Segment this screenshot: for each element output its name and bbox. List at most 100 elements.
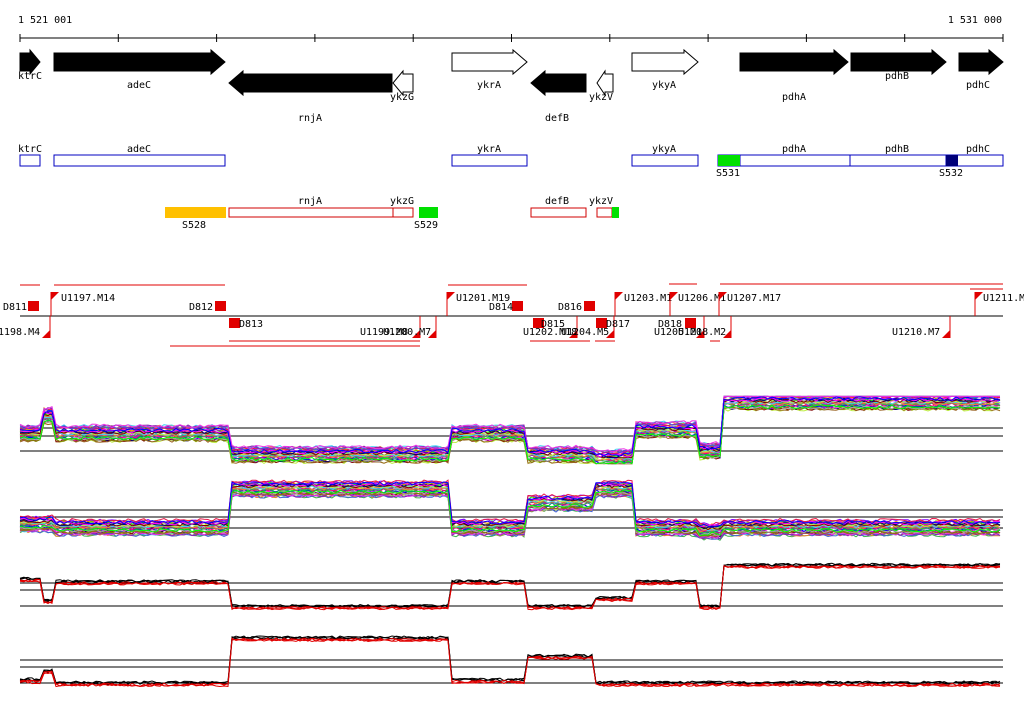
plus-operon-box-adec [53,154,226,167]
segment-box [215,301,226,311]
gene-arrow-pdhc [958,48,1004,76]
profile-curve [19,395,1000,453]
profile-curve [19,635,1001,685]
sigma-label-s528: S528 [182,220,206,231]
segment-box [685,318,696,328]
profile-curve [19,479,1001,526]
gene-arrow-ykzg [392,69,414,97]
minus-operon-label-defb: defB [545,196,569,207]
plus-operon-box-pdhb [849,154,947,167]
profile-curve [19,404,1001,465]
segment-flag [615,292,623,300]
gene-arrow-defb [530,69,587,97]
plus-operon-box-ykya [631,154,699,167]
profile-panel-4 [19,635,1003,688]
segment-flag [606,330,614,338]
segment-box [229,318,240,328]
segment-box [28,301,39,311]
gene-label-adec: adeC [127,80,151,91]
profile-curve [19,565,1000,611]
expression-profiles [19,395,1003,688]
profile-curve [19,488,1001,534]
segment-label-bottom-8: D818 [658,319,682,330]
sigma-site-s532 [946,155,958,166]
segment-box [512,301,523,311]
profile-curve [19,563,1001,609]
profile-curve [19,564,1001,610]
minus-operon-box-ykzv [596,207,613,218]
sigma-site-s529 [419,207,438,218]
segment-flag [51,292,59,300]
segment-flag [723,330,731,338]
segment-flag [696,330,704,338]
plus-strand-operon-track: ktrC adeC ykrA ykyA pdhA pdhB pdhC S531 S532 [18,144,1004,179]
profile-curve [19,489,1001,536]
segment-label-top-9: U1211.M [983,293,1024,304]
minus-operon-label-rnja: rnjA [298,196,322,207]
segment-flag [569,330,577,338]
segment-flag [719,292,727,300]
plus-operon-label-pdhb: pdhB [885,144,909,155]
segment-flag [428,330,436,338]
sigma-label-s529: S529 [414,220,438,231]
segment-label-top-7: U1206.M1 [678,293,726,304]
gene-label-pdha: pdhA [782,92,806,103]
segment-flag [42,330,50,338]
gene-label-rnja: rnjA [298,113,322,124]
gene-arrow-pdha [739,48,849,76]
segment-label-top-4: D814 [489,302,513,313]
gene-label-pdhb: pdhB [885,71,909,82]
segment-box [596,318,607,328]
sigma-site-minor [612,207,619,218]
plus-operon-label-ktrc: ktrC [18,144,42,155]
minus-strand-operon-track: rnjA ykzG defB ykzV S528 S529 [165,196,619,231]
segment-label-bottom-11: U1210.M7 [892,327,940,338]
segment-label-top-6: U1203.M1 [624,293,672,304]
segment-label-top-2: D812 [189,302,213,313]
plus-operon-label-adec: adeC [127,144,151,155]
segment-flag [942,330,950,338]
gene-label-pdhc: pdhC [966,80,990,91]
profile-curve [19,480,1001,527]
segment-flag [447,292,455,300]
segment-label-bottom-5: U1202.M18 [523,327,577,338]
plus-operon-label-ykya: ykyA [652,144,676,155]
gene-arrow-rnja [228,69,393,97]
segment-label-bottom-4: D815 [541,319,565,330]
profile-curve [19,637,1001,687]
segment-label-bottom-9: U1205.M1 [654,327,702,338]
sigma-label-s532: S532 [939,168,963,179]
plus-operon-box-ykra [451,154,528,167]
plus-operon-label-pdhc: pdhC [966,144,990,155]
segment-flag [412,330,420,338]
segment-flag [670,292,678,300]
gene-track: ktrC adeC rnjA ykzG ykrA defB ykzV ykyA pdhA pdhB… [18,48,1004,124]
ruler-end-label: 1 531 000 [948,15,1002,26]
gene-arrow-pdhb [850,48,947,76]
profile-curve [19,481,1001,528]
sigma-site-s528 [165,207,226,218]
plus-operon-box-pdha [739,154,851,167]
ruler-start-label: 1 521 001 [18,15,72,26]
gene-arrow-ykzv [596,69,614,97]
segment-label-top-8: U1207.M17 [727,293,781,304]
coordinate-ruler: 1 521 001 1 531 000 [18,15,1004,42]
plus-operon-box-ktrc [19,154,41,167]
gene-label-ktrc: ktrC [18,71,42,82]
segment-label-bottom-7: D817 [606,319,630,330]
segment-label-top-3: U1201.M19 [456,293,510,304]
segment-label-bottom-10: U1208.M2 [678,327,726,338]
minus-operon-box-ykzg [392,207,414,218]
sigma-label-s531: S531 [716,168,740,179]
gene-arrow-ktrc [19,48,41,76]
gene-label-ykzv: ykzV [589,92,613,103]
profile-panel-3 [19,562,1003,611]
plus-operon-label-ykra: ykrA [477,144,501,155]
profile-panel-1 [19,395,1003,465]
profile-curve [19,565,1001,611]
segment-box [584,301,595,311]
segment-label-bottom-3: U1200.M7 [383,327,431,338]
minus-operon-label-ykzv: ykzV [589,196,613,207]
